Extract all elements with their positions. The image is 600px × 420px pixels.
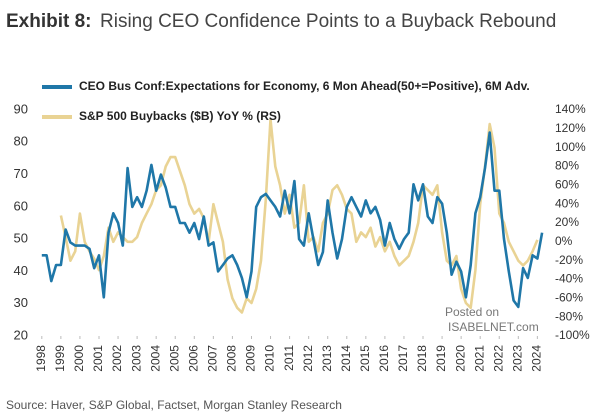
watermark: ISABELNET.com — [448, 320, 539, 334]
watermark: Posted on — [445, 305, 499, 319]
y2-tick-label: 80% — [555, 159, 579, 173]
x-tick-label: 2001 — [91, 345, 105, 372]
source: Source: Haver, S&P Global, Factset, Morg… — [6, 398, 342, 412]
y2-tick-label: 140% — [555, 102, 586, 116]
y2-tick-label: -40% — [555, 272, 583, 286]
y-tick-label: 20 — [14, 327, 28, 342]
x-tick-label: 2020 — [453, 345, 467, 372]
x-tick-label: 2014 — [339, 345, 353, 372]
y-tick-label: 50 — [14, 231, 28, 246]
y-tick-label: 40 — [14, 263, 28, 278]
y2-tick-label: 100% — [555, 140, 586, 154]
y-tick-label: 80 — [14, 134, 28, 149]
x-tick-label: 2003 — [129, 345, 143, 372]
y2-tick-label: -20% — [555, 253, 583, 267]
y2-tick-label: -100% — [555, 328, 590, 342]
title-prefix: Exhibit 8: — [6, 11, 92, 32]
x-tick-label: 2012 — [301, 345, 315, 372]
x-tick-label: 2004 — [148, 345, 162, 372]
x-tick-label: 2023 — [510, 345, 524, 372]
x-tick-label: 2016 — [377, 345, 391, 372]
y2-tick-label: -60% — [555, 291, 583, 305]
x-tick-label: 1999 — [53, 345, 67, 372]
x-tick-label: 2024 — [530, 345, 544, 372]
x-tick-label: 2000 — [72, 345, 86, 372]
x-tick-label: 2019 — [434, 345, 448, 372]
x-tick-label: 2021 — [472, 345, 486, 372]
legend-label: CEO Bus Conf:Expectations for Economy, 6… — [79, 79, 530, 93]
y2-tick-label: 20% — [555, 215, 579, 229]
x-tick-label: 1998 — [34, 345, 48, 372]
x-tick-label: 2011 — [282, 345, 296, 371]
x-tick-label: 2022 — [491, 345, 505, 372]
y-tick-label: 70 — [14, 166, 28, 181]
legend-label: S&P 500 Buybacks ($B) YoY % (RS) — [79, 109, 281, 123]
y-tick-label: 60 — [14, 198, 28, 213]
y2-tick-label: 120% — [555, 121, 586, 135]
x-tick-label: 2002 — [110, 345, 124, 372]
x-tick-label: 2009 — [244, 345, 258, 372]
series-line — [59, 118, 539, 314]
x-tick-label: 2007 — [206, 345, 220, 372]
y2-tick-label: -80% — [555, 309, 583, 323]
chart-title: Rising CEO Confidence Points to a Buybac… — [100, 11, 556, 32]
y-tick-label: 90 — [14, 101, 28, 116]
y2-tick-label: 60% — [555, 178, 579, 192]
x-tick-label: 2013 — [320, 345, 334, 372]
x-tick-label: 2018 — [415, 345, 429, 372]
y2-tick-label: 40% — [555, 196, 579, 210]
x-tick-label: 2017 — [396, 345, 410, 372]
x-tick-label: 2006 — [186, 345, 200, 372]
x-tick-label: 2005 — [167, 345, 181, 372]
x-tick-label: 2008 — [225, 345, 239, 372]
x-tick-label: 2015 — [358, 345, 372, 372]
series-line — [41, 131, 544, 309]
y2-tick-label: 0% — [555, 234, 573, 248]
x-tick-label: 2010 — [263, 345, 277, 372]
y-tick-label: 30 — [14, 295, 28, 310]
